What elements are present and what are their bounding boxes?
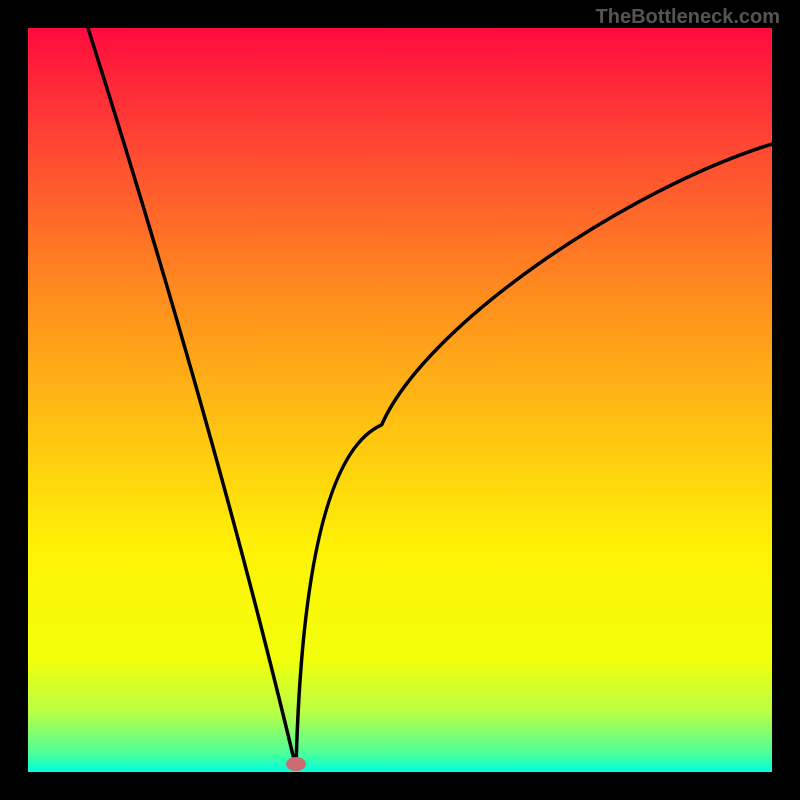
chart-svg: [28, 28, 772, 772]
valley-marker: [286, 757, 306, 771]
plot-area: [28, 28, 772, 772]
gradient-background: [28, 28, 772, 772]
watermark: TheBottleneck.com: [596, 6, 780, 29]
